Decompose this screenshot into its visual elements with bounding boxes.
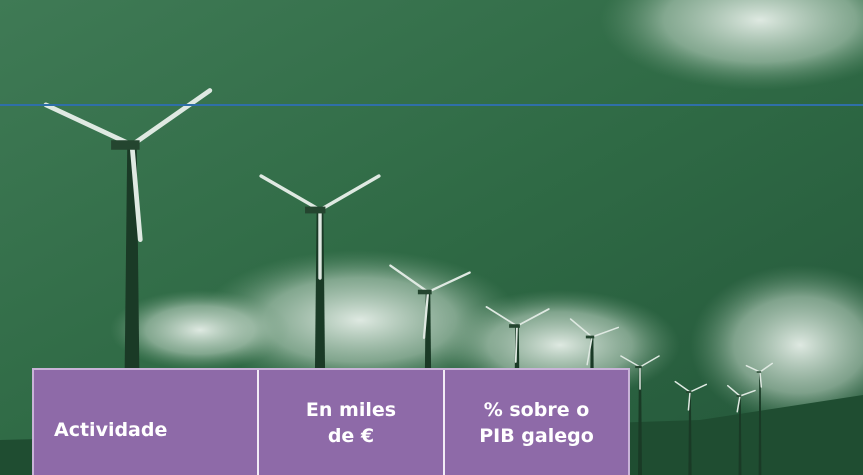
- nacelle: [757, 371, 762, 373]
- nacelle: [111, 140, 140, 150]
- nacelle: [635, 366, 642, 368]
- header-cell: En miles de €: [259, 370, 445, 475]
- nacelle: [305, 207, 325, 214]
- page: {"table": {"header": ["Actividade", "En …: [0, 0, 863, 475]
- header-cell: % sobre o PIB galego: [445, 370, 628, 475]
- header-text: Actividade: [54, 417, 167, 443]
- nacelle: [509, 324, 520, 328]
- header-cell: Actividade: [34, 370, 259, 475]
- nacelle: [736, 395, 741, 397]
- blade: [516, 326, 517, 362]
- header-text: En miles de €: [301, 397, 401, 449]
- table-header: Actividade En miles de € % sobre o PIB g…: [32, 368, 630, 475]
- nacelle: [686, 391, 691, 393]
- nacelle: [586, 336, 594, 339]
- header-text: % sobre o PIB galego: [472, 397, 602, 449]
- nacelle: [418, 290, 432, 295]
